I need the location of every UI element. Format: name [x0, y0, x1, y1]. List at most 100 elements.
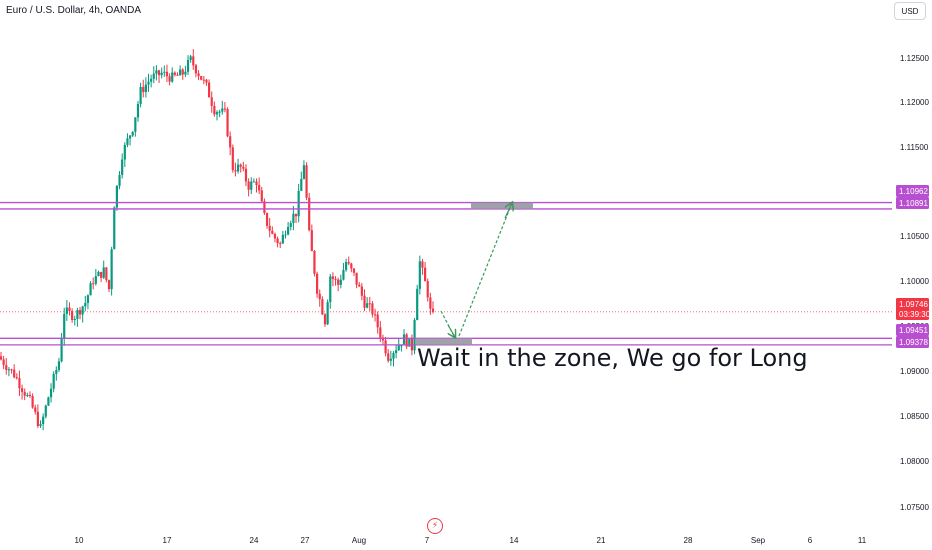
candle-body: [150, 78, 153, 82]
level-price-text: 1.09378: [899, 338, 928, 347]
candle-body: [344, 262, 348, 270]
candle-body: [152, 73, 155, 79]
level-price-text: 1.09451: [899, 326, 928, 335]
candle-body: [366, 303, 369, 308]
entry-zone-box: [416, 338, 472, 345]
candle-body: [97, 271, 100, 277]
candle-body: [234, 170, 237, 172]
chart-title: Euro / U.S. Dollar, 4h, OANDA: [6, 5, 142, 16]
candle-body: [144, 84, 147, 93]
candle-body: [160, 72, 163, 76]
x-tick-label: 21: [597, 536, 606, 545]
candle-body: [173, 72, 176, 75]
current-price-text: 1.09746: [899, 300, 928, 309]
level-price-text: 1.10962: [899, 187, 928, 196]
candle-body: [408, 339, 411, 347]
level-price-label: [896, 336, 929, 348]
candle-body: [255, 181, 258, 186]
currency-selector[interactable]: USD: [894, 2, 926, 20]
current-price-label: [896, 298, 929, 320]
candle-body: [292, 213, 295, 224]
candle-body: [118, 174, 121, 186]
candle-body: [260, 190, 263, 202]
y-tick-label: 1.12000: [900, 98, 929, 107]
candle-body: [402, 334, 406, 346]
candle-body: [113, 207, 116, 250]
candle-body: [273, 233, 277, 239]
candle-body: [342, 269, 345, 280]
candle-body: [7, 369, 11, 371]
candle-body: [323, 314, 327, 325]
candle-body: [242, 166, 245, 169]
lightning-icon[interactable]: ⚡: [427, 518, 443, 534]
candle-body: [395, 350, 398, 354]
candle-body: [431, 308, 435, 312]
candle-body: [329, 276, 332, 303]
candle-body: [397, 345, 400, 351]
candle-body: [229, 136, 232, 148]
candle-body: [197, 73, 200, 77]
candle-body: [226, 109, 229, 137]
candle-body: [297, 190, 300, 217]
candle-body: [387, 353, 390, 361]
level-price-label: [896, 185, 929, 197]
candle-body: [371, 303, 374, 315]
candle-body: [194, 65, 198, 74]
candle-body: [363, 295, 366, 308]
candle-body: [168, 76, 171, 82]
candle-body: [89, 283, 92, 296]
candle-body: [84, 302, 87, 307]
candle-body: [321, 299, 324, 315]
candle-body: [384, 340, 387, 354]
candle-body: [252, 181, 255, 183]
candle-body: [15, 377, 18, 379]
candle-body: [247, 181, 250, 190]
candle-body: [310, 230, 313, 252]
candle-body: [36, 411, 39, 427]
candle-body: [289, 223, 292, 227]
candle-body: [57, 361, 61, 370]
candle-body: [389, 358, 392, 361]
candle-body: [78, 310, 82, 315]
y-tick-label: 1.08500: [900, 412, 929, 421]
candle-body: [210, 97, 213, 106]
candle-body: [308, 197, 311, 231]
candle-body: [60, 338, 63, 362]
candle-body: [2, 359, 5, 366]
candle-body: [368, 303, 371, 305]
candle-body: [392, 353, 395, 359]
candle-body: [107, 280, 111, 290]
y-tick-label: 1.09000: [900, 367, 929, 376]
candle-body: [318, 293, 321, 300]
x-tick-label: 28: [684, 536, 693, 545]
candle-body: [418, 261, 421, 289]
candle-body: [355, 272, 358, 285]
candle-body: [360, 286, 363, 296]
candle-body: [20, 388, 24, 392]
candle-body: [131, 131, 134, 136]
candle-body: [44, 405, 47, 417]
candle-body: [347, 262, 350, 264]
candle-body: [142, 86, 145, 93]
x-tick-label: Aug: [352, 536, 366, 545]
y-tick-label: 1.12500: [900, 54, 929, 63]
candle-body: [147, 81, 150, 85]
candle-body: [47, 397, 50, 406]
candle-body: [121, 159, 124, 175]
candle-body: [350, 263, 353, 269]
candle-body: [337, 279, 340, 285]
candle-body: [413, 320, 416, 351]
candle-body: [305, 165, 308, 198]
candle-body: [250, 181, 253, 190]
y-tick-label: 1.10500: [900, 232, 929, 241]
x-tick-label: 7: [425, 536, 430, 545]
candle-body: [300, 178, 303, 191]
candle-body: [302, 165, 306, 179]
candle-body: [352, 268, 356, 273]
candle-body: [218, 111, 221, 113]
candle-body: [39, 424, 42, 427]
candle-body: [207, 82, 211, 98]
candle-body: [315, 273, 319, 294]
x-tick-label: 24: [250, 536, 259, 545]
